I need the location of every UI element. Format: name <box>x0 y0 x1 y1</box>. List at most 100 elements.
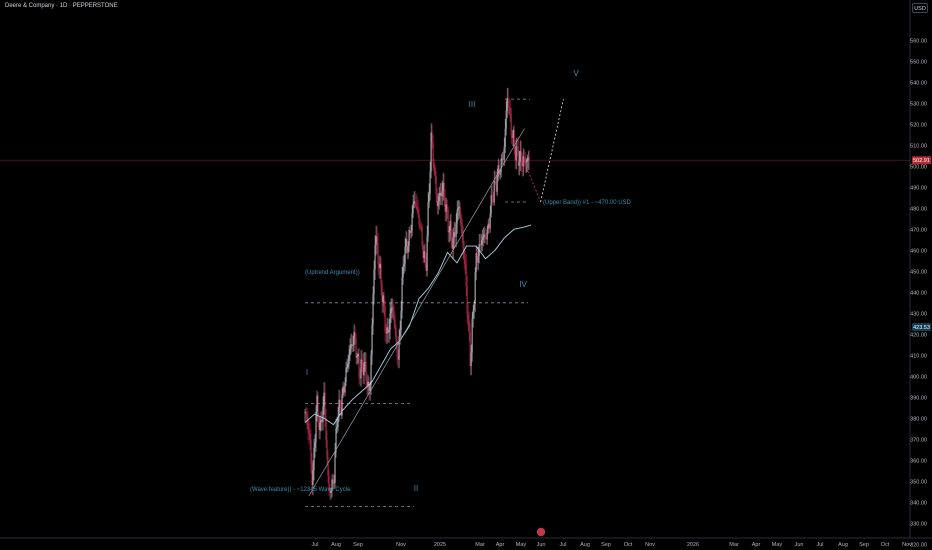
candle-body <box>527 157 529 160</box>
symbol-title: Deere & Company · 1D · PEPPERSTONE <box>5 3 118 9</box>
candle-body <box>380 263 382 285</box>
y-tick-label: 410.00 <box>910 353 927 359</box>
x-tick-label: Aug <box>331 542 341 548</box>
annotation-text: (Uptrend Argument)) <box>305 270 360 276</box>
candle-body <box>467 314 469 322</box>
candle-body <box>466 286 468 315</box>
event-marker-icon <box>536 527 546 537</box>
currency-button[interactable]: USD <box>912 3 928 13</box>
candle-body <box>515 146 517 161</box>
candle-body <box>395 327 397 341</box>
candle-body <box>400 310 402 330</box>
candle-body <box>313 447 315 471</box>
candle-body <box>378 264 380 269</box>
candle-body <box>317 395 319 418</box>
candle-body <box>521 161 523 167</box>
candle-body <box>355 337 357 358</box>
candle-body <box>421 227 423 246</box>
y-tick-label: 330.00 <box>910 521 927 527</box>
y-tick-label: 380.00 <box>910 416 927 422</box>
candle-body <box>456 209 458 224</box>
candle-body <box>489 213 491 229</box>
candle-body <box>383 295 385 307</box>
candle-body <box>402 266 404 278</box>
candle-body <box>460 215 462 224</box>
candle-body <box>318 417 320 431</box>
candle-body <box>373 269 375 295</box>
candle-body <box>413 201 415 204</box>
candle-body <box>501 158 503 160</box>
candle-body <box>470 352 472 367</box>
candle-body <box>358 353 360 377</box>
candle-body <box>377 243 379 265</box>
candle-body <box>462 233 464 249</box>
candle-body <box>415 203 417 207</box>
candle-body <box>397 356 399 360</box>
candle-body <box>524 156 526 163</box>
candle-body <box>481 239 483 245</box>
candle-body <box>458 207 460 209</box>
candle-body <box>353 332 355 345</box>
candle-body <box>502 158 504 160</box>
wave-label-iii: III <box>469 100 476 109</box>
wave-label-ii: II <box>414 484 418 493</box>
candle-body <box>314 442 316 448</box>
candle-body <box>367 381 369 386</box>
candle-body <box>365 362 367 381</box>
x-tick-label: Jun <box>795 542 804 548</box>
candle-body <box>315 411 317 443</box>
candle-body <box>371 324 373 355</box>
candle-body <box>474 272 476 304</box>
y-tick-label: 460.00 <box>910 248 927 254</box>
candle-body <box>394 319 396 328</box>
price-badge-ma <box>912 322 931 331</box>
candle-body <box>525 161 527 163</box>
candle-body <box>316 395 318 412</box>
x-tick-label: Mar <box>729 542 739 548</box>
candle-body <box>487 223 489 230</box>
x-tick-label: Oct <box>881 542 890 548</box>
candle-body <box>454 232 456 237</box>
candle-body <box>486 229 488 240</box>
candle-body <box>368 381 370 391</box>
candle-body <box>510 114 512 136</box>
candle-body <box>306 414 308 420</box>
candle-body <box>494 181 496 182</box>
candle-body <box>366 380 368 386</box>
moving-average-line <box>304 224 532 426</box>
candle-body <box>425 262 427 271</box>
x-tick-label: Sep <box>859 542 869 548</box>
candle-body <box>457 208 459 210</box>
candle-body <box>519 150 521 162</box>
candle-body <box>496 176 498 192</box>
candle-body <box>468 321 470 333</box>
x-tick-label: Nov <box>902 542 912 548</box>
candle-body <box>381 284 383 303</box>
candle-body <box>404 246 406 265</box>
candle-body <box>403 264 405 267</box>
candle-body <box>352 344 354 346</box>
candle-body <box>483 234 485 238</box>
candle-body <box>335 428 337 453</box>
trend-line <box>308 128 525 497</box>
candle-body <box>334 452 336 483</box>
candle-body <box>337 417 339 428</box>
candle-body <box>442 182 444 192</box>
projection-down-line <box>523 159 541 203</box>
x-tick-label: Aug <box>580 542 590 548</box>
candle-body <box>507 98 509 108</box>
y-tick-label: 400.00 <box>910 374 927 380</box>
candle-body <box>455 223 457 237</box>
candle-body <box>414 201 416 204</box>
candle-body <box>469 332 471 367</box>
candle-body <box>329 488 331 493</box>
candle-body <box>393 311 395 320</box>
price-badge-last-label: 502.91 <box>913 158 930 164</box>
candle-body <box>408 229 410 247</box>
candle-body <box>516 146 518 148</box>
candle-body <box>411 213 413 232</box>
y-tick-label: 490.00 <box>910 185 927 191</box>
candle-body <box>523 156 525 158</box>
candle-body <box>477 255 479 263</box>
